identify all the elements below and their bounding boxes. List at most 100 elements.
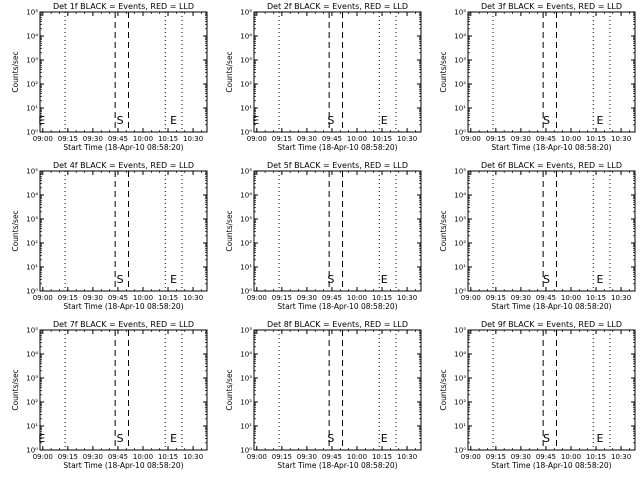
x-tick-label: 10:15 [372, 294, 392, 302]
panel-title: Det 6f BLACK = Events, RED = LLD [481, 161, 622, 170]
y-tick-label: 10³ [240, 57, 252, 65]
x-tick-label: 09:15 [486, 135, 506, 143]
panel-title: Det 9f BLACK = Events, RED = LLD [481, 320, 622, 329]
x-tick-label: 10:00 [347, 294, 367, 302]
detector-panel: Det 9f BLACK = Events, RED = LLD 10⁰ 10¹ 10… [439, 320, 636, 470]
x-tick-label: 09:30 [83, 294, 103, 302]
interval-marker-s: S [543, 273, 550, 286]
x-tick-label: 09:15 [58, 453, 78, 461]
x-tick-label: 09:45 [108, 453, 128, 461]
x-tick-label: 10:00 [133, 135, 153, 143]
x-tick-label: 10:15 [372, 453, 392, 461]
plot-frame [39, 329, 208, 451]
x-tick-label: 09:15 [486, 453, 506, 461]
x-tick-label: 10:00 [347, 453, 367, 461]
x-tick-label: 09:45 [108, 135, 128, 143]
detector-panel: Det 1f BLACK = Events, RED = LLD 10⁰ 10¹ 10… [11, 2, 208, 152]
x-tick-label: 09:30 [83, 453, 103, 461]
interval-marker-e: E [170, 432, 177, 445]
x-tick-label: 09:45 [108, 294, 128, 302]
y-tick-label: 10³ [454, 216, 466, 224]
y-axis-label: Counts/sec [11, 210, 20, 251]
x-tick-label: 10:15 [372, 135, 392, 143]
y-tick-label: 10⁵ [240, 168, 252, 176]
y-axis-label: Counts/sec [439, 210, 448, 251]
x-tick-label: 10:30 [397, 294, 417, 302]
y-tick-label: 10⁴ [26, 351, 38, 359]
y-axis-label: Counts/sec [439, 369, 448, 410]
interval-marker-e: E [381, 114, 388, 127]
x-tick-label: 09:30 [297, 294, 317, 302]
y-tick-label: 10³ [454, 57, 466, 65]
plot-frame [467, 11, 636, 133]
y-axis-label: Counts/sec [11, 369, 20, 410]
x-tick-label: 09:45 [322, 135, 342, 143]
interval-marker-e: E [381, 432, 388, 445]
x-tick-label: 09:15 [58, 294, 78, 302]
y-tick-label: 10⁰ [240, 447, 252, 455]
x-tick-label: 09:30 [511, 453, 531, 461]
interval-marker-e: E [596, 273, 603, 286]
interval-marker-e: E [381, 273, 388, 286]
y-tick-label: 10³ [26, 375, 38, 383]
x-tick-label: 09:45 [322, 453, 342, 461]
y-tick-label: 10² [454, 81, 466, 89]
x-axis-label: Start Time (18-Apr-10 08:58:20) [277, 143, 397, 152]
y-tick-label: 10⁴ [454, 192, 466, 200]
y-tick-label: 10¹ [454, 264, 466, 272]
panel-title: Det 8f BLACK = Events, RED = LLD [267, 320, 408, 329]
x-tick-label: 09:00 [461, 453, 481, 461]
interval-marker-s: S [117, 273, 124, 286]
x-tick-label: 10:30 [611, 294, 631, 302]
y-tick-label: 10¹ [240, 423, 252, 431]
y-tick-label: 10⁵ [240, 327, 252, 335]
x-tick-label: 10:00 [561, 294, 581, 302]
x-tick-label: 10:15 [158, 453, 178, 461]
interval-marker-s: S [543, 432, 550, 445]
y-tick-label: 10⁵ [240, 9, 252, 17]
y-tick-label: 10⁴ [454, 33, 466, 41]
y-tick-label: 10⁴ [26, 192, 38, 200]
plot-frame [253, 329, 422, 451]
x-tick-label: 09:00 [33, 294, 53, 302]
y-tick-label: 10⁵ [454, 9, 466, 17]
y-tick-label: 10² [26, 240, 38, 248]
y-tick-label: 10³ [240, 216, 252, 224]
y-tick-label: 10⁵ [26, 9, 38, 17]
plot-frame [467, 170, 636, 292]
y-tick-label: 10² [240, 81, 252, 89]
interval-marker-s: S [117, 432, 124, 445]
plot-frame [253, 170, 422, 292]
x-tick-label: 09:45 [536, 135, 556, 143]
y-tick-label: 10² [26, 81, 38, 89]
x-tick-label: 09:00 [33, 453, 53, 461]
interval-marker-s: S [117, 114, 124, 127]
panel-title: Det 7f BLACK = Events, RED = LLD [53, 320, 194, 329]
x-tick-label: 10:30 [611, 135, 631, 143]
plot-frame [39, 11, 208, 133]
y-tick-label: 10⁴ [240, 192, 252, 200]
panel-title: Det 1f BLACK = Events, RED = LLD [53, 2, 194, 11]
interval-marker-e: E [170, 273, 177, 286]
y-tick-label: 10⁴ [240, 351, 252, 359]
interval-marker-e: E [252, 114, 259, 127]
y-tick-label: 10¹ [240, 264, 252, 272]
y-tick-label: 10² [454, 240, 466, 248]
y-tick-label: 10³ [454, 375, 466, 383]
x-tick-label: 10:30 [183, 135, 203, 143]
panel-title: Det 5f BLACK = Events, RED = LLD [267, 161, 408, 170]
x-axis-label: Start Time (18-Apr-10 08:58:20) [63, 461, 183, 470]
y-tick-label: 10⁴ [454, 351, 466, 359]
x-tick-label: 09:30 [511, 135, 531, 143]
interval-marker-e: E [596, 114, 603, 127]
x-tick-label: 10:30 [611, 453, 631, 461]
x-tick-label: 09:00 [461, 294, 481, 302]
y-tick-label: 10⁰ [26, 447, 38, 455]
interval-marker-e: E [38, 432, 45, 445]
x-tick-label: 10:30 [397, 135, 417, 143]
detector-panel: Det 2f BLACK = Events, RED = LLD 10⁰ 10¹ 10… [225, 2, 422, 152]
panel-title: Det 2f BLACK = Events, RED = LLD [267, 2, 408, 11]
y-tick-label: 10⁰ [454, 129, 466, 137]
x-tick-label: 10:00 [133, 294, 153, 302]
y-tick-label: 10⁰ [454, 447, 466, 455]
